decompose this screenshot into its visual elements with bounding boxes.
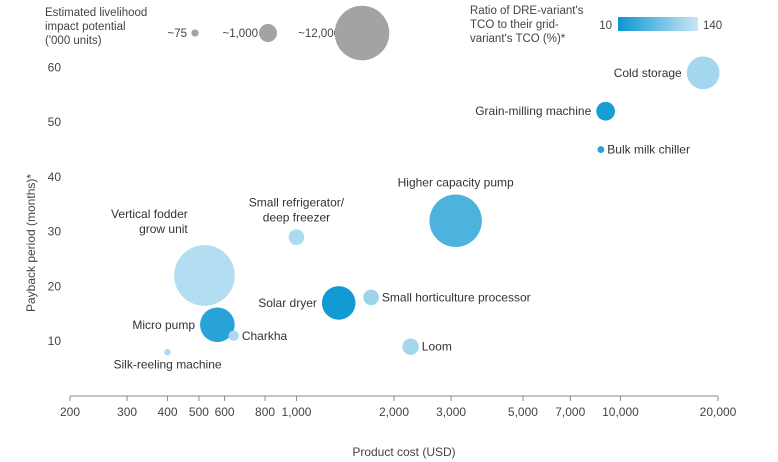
bubble-small-refrigerator-deep-freezer [288, 229, 305, 245]
point-label-cold-storage: Cold storage [614, 66, 682, 80]
y-tick-label: 50 [48, 115, 62, 129]
size-legend-bubble [334, 5, 390, 61]
bubble-loom [402, 338, 419, 355]
size-legend-label: ~1,000 [223, 28, 259, 40]
x-tick-label: 200 [60, 405, 80, 419]
point-label-silk-reeling-machine: Silk-reeling machine [114, 357, 222, 371]
size-legend-bubble [191, 29, 199, 37]
y-axis-title: Payback period (months)* [24, 174, 38, 312]
x-tick-label: 300 [117, 405, 137, 419]
point-label-loom: Loom [422, 340, 452, 354]
size-legend-label: ~75 [167, 28, 187, 40]
y-tick-label: 60 [48, 60, 62, 74]
point-label-solar-dryer: Solar dryer [258, 296, 317, 310]
bubble-vertical-fodder-grow-unit [174, 245, 235, 306]
color-legend-title: Ratio of DRE-variant's [470, 5, 584, 17]
x-tick-label: 5,000 [508, 405, 538, 419]
point-label-bulk-milk-chiller: Bulk milk chiller [607, 143, 690, 157]
point-label-higher-capacity-pump: Higher capacity pump [398, 176, 514, 190]
bubble-micro-pump [200, 307, 235, 343]
color-legend-min-label: 10 [599, 20, 612, 32]
x-tick-label: 800 [255, 405, 275, 419]
color-legend-title: TCO to their grid- [470, 19, 559, 31]
point-labels-layer: Cold storage Grain-milling machine Bulk mi… [111, 66, 690, 372]
bubble-silk-reeling-machine [164, 348, 171, 356]
size-legend-bubble [258, 23, 278, 43]
point-label-micro-pump: Micro pump [132, 318, 195, 332]
point-label-vertical-fodder-grow-unit: Vertical fodder grow unit [111, 207, 188, 236]
y-tick-label: 10 [48, 334, 62, 348]
color-legend-max-label: 140 [703, 20, 722, 32]
bubble-charkha [228, 330, 239, 341]
bubble-cold-storage [686, 56, 720, 90]
size-legend-title: ('000 units) [45, 35, 102, 47]
y-tick-label: 20 [48, 279, 62, 293]
bubble-solar-dryer [321, 286, 356, 320]
bubble-bulk-milk-chiller [597, 146, 605, 153]
point-label-charkha: Charkha [242, 329, 288, 343]
bubbles-layer [164, 56, 720, 356]
point-label-small-refrigerator-deep-freezer: Small refrigerator/deep freezer [249, 195, 345, 224]
size-legend-title: impact potential [45, 21, 126, 33]
x-tick-label: 400 [158, 405, 178, 419]
point-label-grain-milling-machine: Grain-milling machine [475, 104, 591, 118]
bubble-small-horticulture-processor [363, 289, 379, 306]
color-legend-title: variant's TCO (%)* [470, 33, 566, 45]
x-tick-label: 7,000 [555, 405, 585, 419]
x-tick-label: 500 [189, 405, 209, 419]
x-tick-label: 20,000 [700, 405, 737, 419]
bubble-grain-milling-machine [596, 101, 616, 121]
size-legend-label: ~12,000 [298, 28, 340, 40]
axes: 200 300 400 500 600 800 1,000 2,000 3,000 5,000 7,… [24, 60, 737, 459]
legend: Estimated livelihood impact potential ('00… [45, 5, 722, 61]
x-tick-label: 10,000 [602, 405, 639, 419]
y-tick-label: 30 [48, 225, 62, 239]
size-legend-title: Estimated livelihood [45, 7, 147, 19]
point-label-small-horticulture-processor: Small horticulture processor [382, 290, 531, 304]
bubble-higher-capacity-pump [429, 194, 482, 247]
x-tick-label: 3,000 [436, 405, 466, 419]
y-tick-label: 40 [48, 170, 62, 184]
x-tick-label: 600 [215, 405, 235, 419]
color-legend-gradient-bar [618, 17, 698, 31]
x-axis-title: Product cost (USD) [352, 445, 455, 459]
x-tick-label: 1,000 [281, 405, 311, 419]
x-tick-label: 2,000 [379, 405, 409, 419]
